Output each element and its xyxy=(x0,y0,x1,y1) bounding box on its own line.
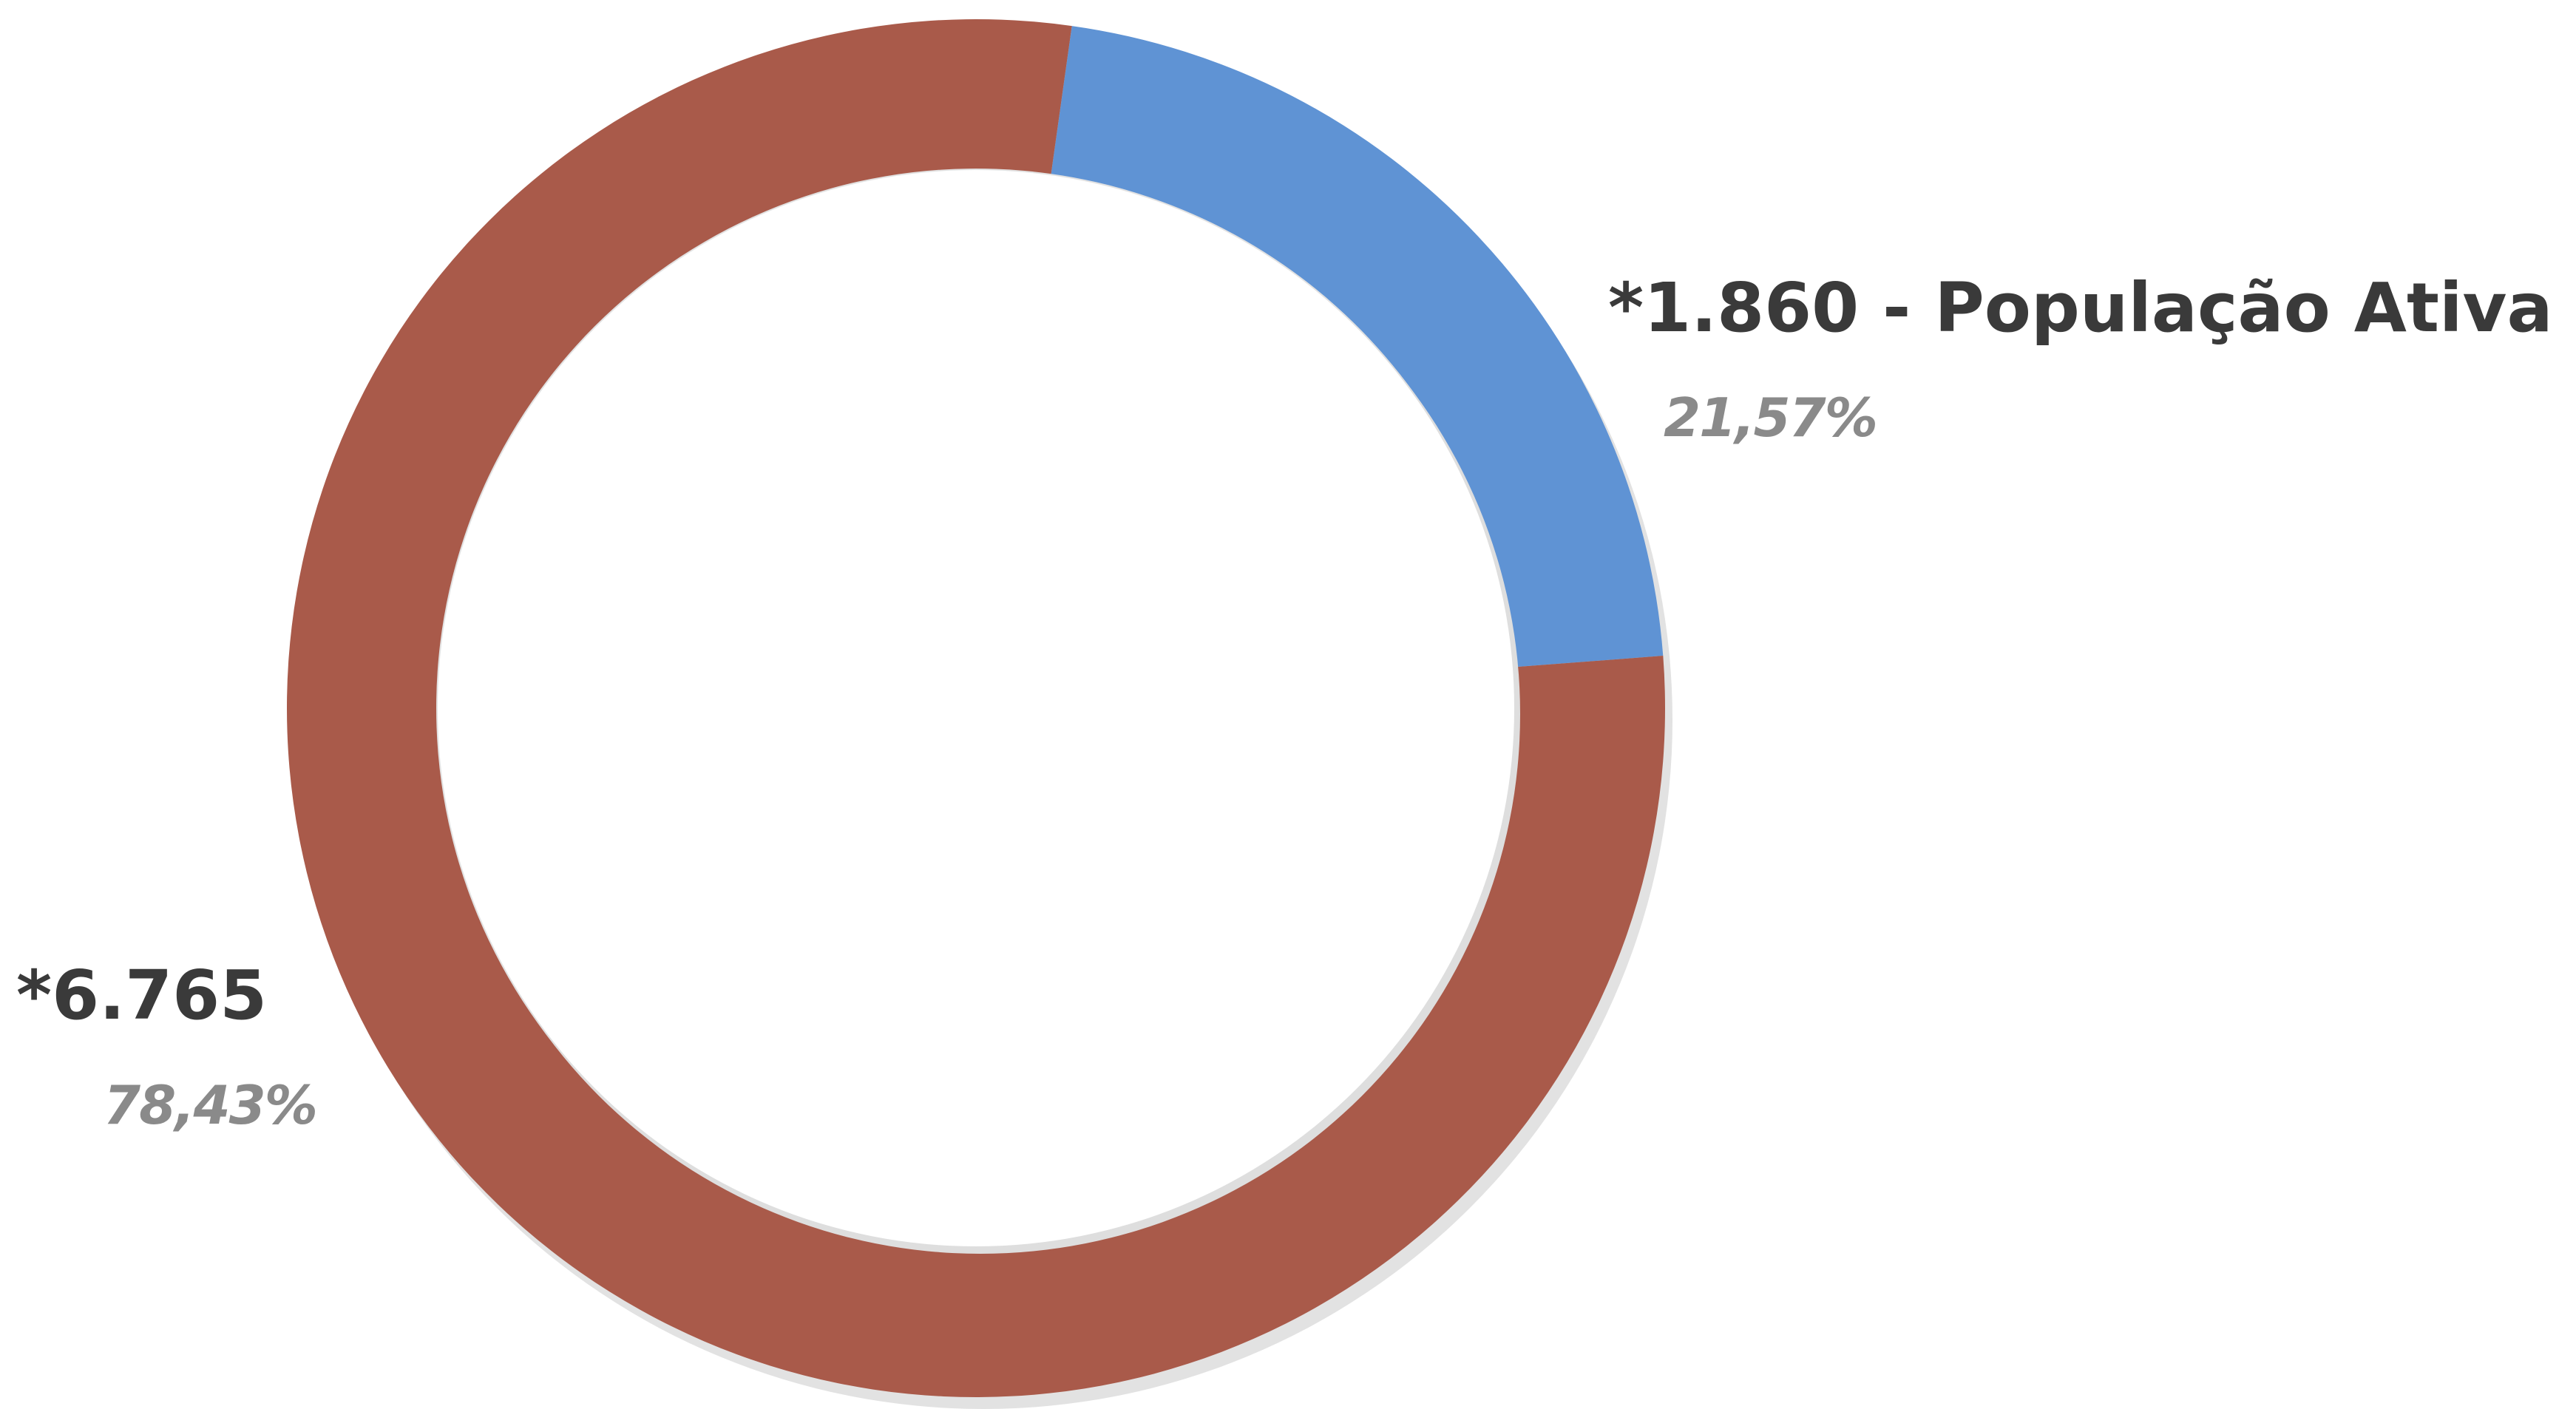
donut-slice-0 xyxy=(1051,26,1664,668)
slice-percent-other: 78,43% xyxy=(104,1074,316,1136)
slice-label-active-population: *1.860 - População Ativa xyxy=(1608,268,2553,347)
slice-percent-active-population: 21,57% xyxy=(1664,387,1877,449)
slice-label-other: *6.765 xyxy=(16,956,267,1035)
donut-hole xyxy=(438,170,1514,1246)
donut-slices xyxy=(287,18,1672,1409)
